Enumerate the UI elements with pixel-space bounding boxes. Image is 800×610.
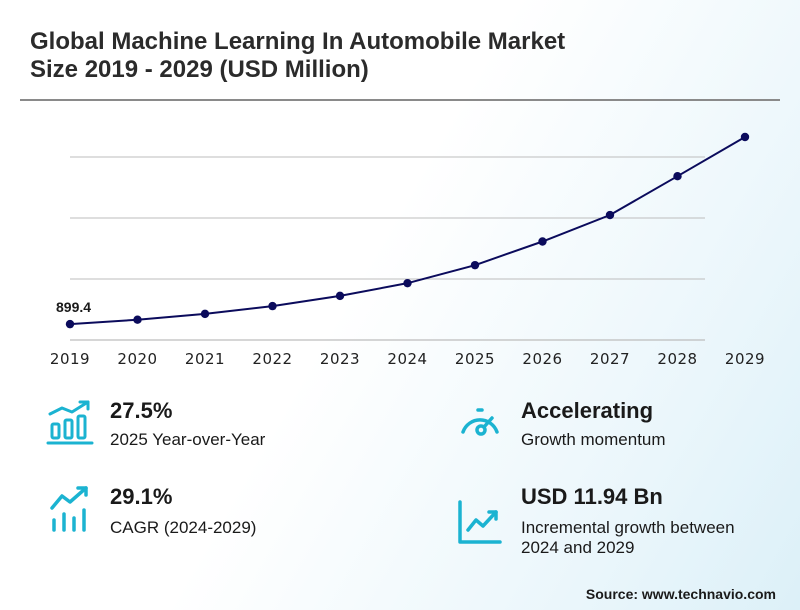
data-point-2021 [200, 309, 210, 319]
stat-incremental-value: USD 11.94 Bn [521, 484, 663, 509]
trend-bars-icon [46, 484, 96, 534]
x-tick-label: 2024 [387, 350, 427, 368]
data-point-2025 [470, 260, 480, 270]
data-point-2022 [268, 301, 277, 311]
x-tick-label: 2029 [725, 350, 765, 368]
stat-incremental-desc: Incremental growth between 2024 and 2029 [521, 518, 735, 557]
stat-cagr-desc: CAGR (2024-2029) [110, 518, 257, 537]
chart-title: Global Machine Learning In Automobile Ma… [30, 28, 730, 84]
source-note: Source: www.technavio.com [585, 586, 776, 602]
line-chart-up-icon [456, 498, 506, 548]
x-tick-label: 2027 [590, 350, 630, 368]
stat-yoy-desc: 2025 Year-over-Year [110, 430, 266, 449]
speedometer-icon [456, 398, 506, 448]
chart-data-labels: 899.4 [56, 299, 91, 315]
bar-chart-growth-icon [46, 398, 96, 448]
data-point-2026 [538, 237, 547, 246]
data-point-2020 [133, 315, 142, 324]
x-tick-label: 2020 [117, 350, 157, 368]
stat-yoy: 27.5% 2025 Year-over-Year [46, 398, 346, 458]
data-point-2027 [605, 210, 615, 220]
x-tick-label: 2022 [252, 350, 292, 368]
x-tick-label: 2021 [185, 350, 225, 368]
stat-cagr-value: 29.1% [110, 484, 173, 509]
data-point-2023 [335, 291, 345, 301]
data-label-2019: 899.4 [56, 299, 91, 315]
stat-yoy-value: 27.5% [110, 398, 173, 423]
x-tick-label: 2028 [657, 350, 697, 368]
x-tick-label: 2026 [522, 350, 562, 368]
stat-cagr: 29.1% CAGR (2024-2029) [46, 484, 346, 544]
stat-momentum-value: Accelerating [521, 398, 654, 423]
stat-incremental: USD 11.94 Bn Incremental growth between … [456, 484, 776, 564]
title-line-1: Global Machine Learning In Automobile Ma… [30, 28, 566, 55]
x-tick-label: 2019 [50, 350, 90, 368]
data-point-2029 [740, 132, 750, 142]
series-line [69, 136, 746, 326]
chart-gridlines [70, 156, 705, 341]
data-point-2019 [65, 319, 75, 329]
data-point-2024 [403, 278, 412, 288]
x-tick-label: 2025 [455, 350, 495, 368]
title-divider [20, 99, 780, 101]
line-chart: 2019 2020 2021 2022 2023 2024 2025 2026 2027 2028… [50, 132, 765, 368]
data-point-2028 [673, 171, 682, 181]
stat-momentum-desc: Growth momentum [521, 430, 666, 449]
stat-momentum: Accelerating Growth momentum [456, 398, 756, 458]
title-line-2: Size 2019 - 2029 (USD Million) [30, 56, 369, 83]
x-axis-ticks: 2019 2020 2021 2022 2023 2024 2025 2026 2027 2028… [50, 350, 765, 368]
x-tick-label: 2023 [320, 350, 360, 368]
chart-series [65, 132, 750, 329]
